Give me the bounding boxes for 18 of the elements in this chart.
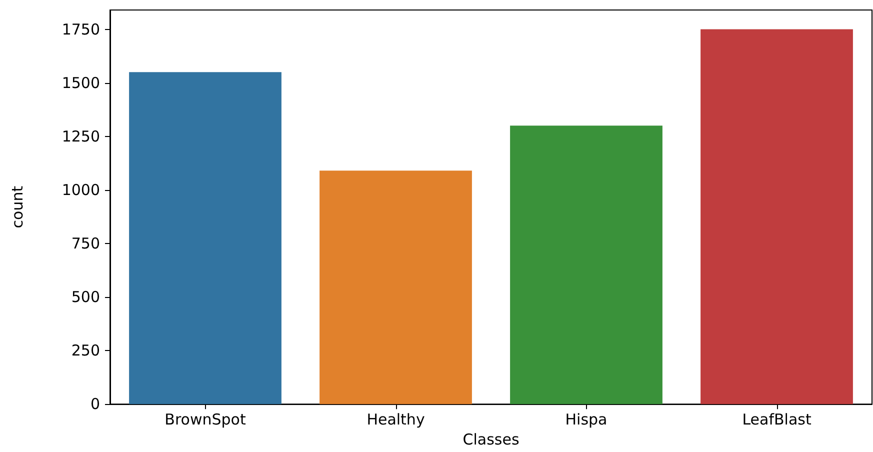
y-tick-label: 750 xyxy=(71,234,100,252)
y-tick-label: 1750 xyxy=(62,20,100,38)
y-axis-title: count xyxy=(8,186,26,228)
x-tick-label: LeafBlast xyxy=(742,410,812,429)
y-tick-label: 250 xyxy=(71,342,100,360)
y-tick-label: 1500 xyxy=(62,74,100,92)
x-tick-label: Healthy xyxy=(366,410,425,429)
y-tick-label: 0 xyxy=(90,395,100,414)
x-tick-label: BrownSpot xyxy=(164,410,246,429)
bar xyxy=(510,126,662,404)
bar xyxy=(129,72,282,404)
y-tick-label: 1000 xyxy=(62,180,100,199)
y-tick-label: 500 xyxy=(71,288,100,306)
bar xyxy=(320,170,472,404)
bar xyxy=(700,29,853,404)
x-axis-title: Classes xyxy=(462,430,520,448)
x-tick-label: Hispa xyxy=(565,410,608,429)
y-tick-label: 1250 xyxy=(62,127,100,146)
